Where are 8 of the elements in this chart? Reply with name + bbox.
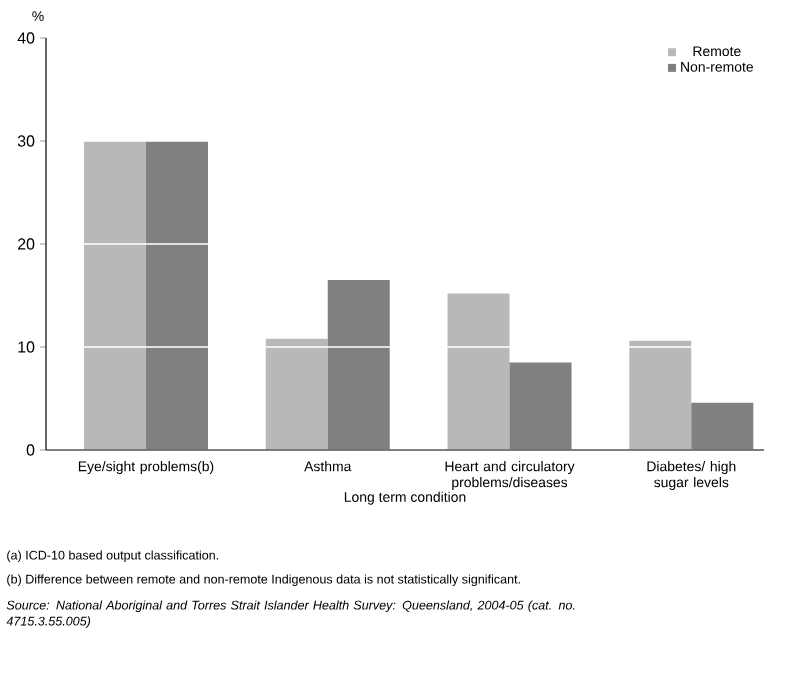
bar: [265, 338, 328, 450]
bar: [83, 141, 146, 450]
bar: [629, 340, 692, 450]
bar: [327, 280, 390, 450]
bar: [447, 293, 510, 450]
bar: [691, 402, 754, 450]
bar: [145, 141, 208, 450]
bar: [509, 362, 572, 450]
